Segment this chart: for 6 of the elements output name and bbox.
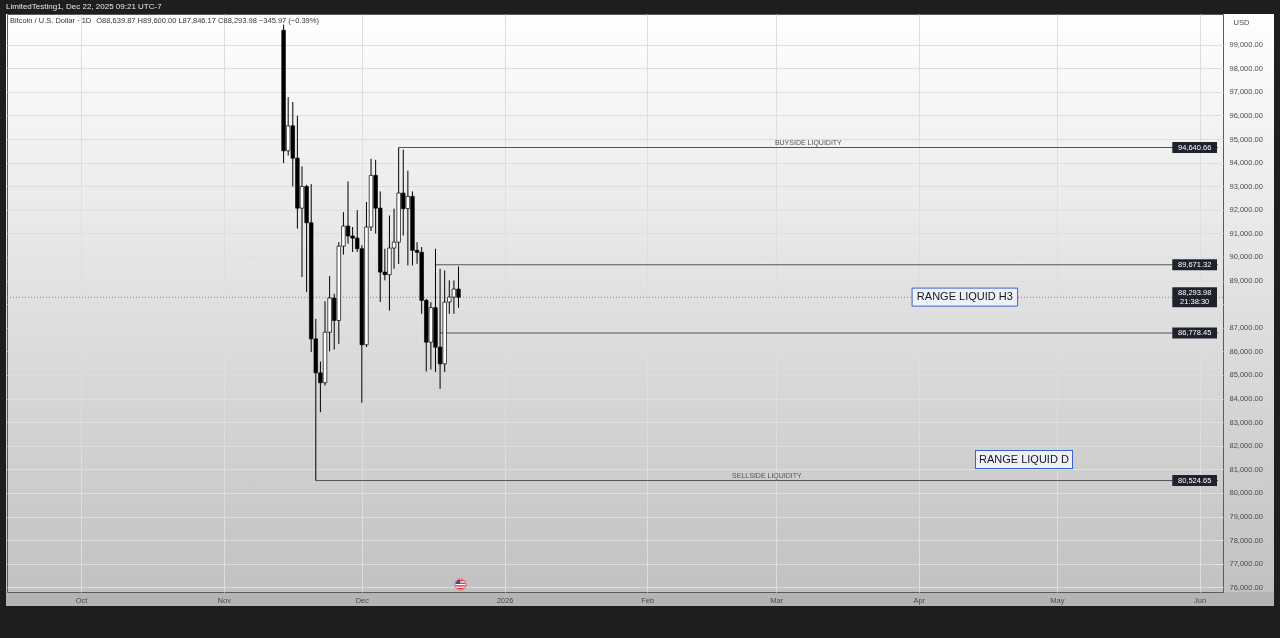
annotation: RANGE LIQUID H3: [916, 290, 1013, 303]
candlestick: [345, 181, 351, 245]
text: LimitedTesting1, Dec 22, 2025 09:21 UTC-7: [6, 2, 162, 11]
annotation: RANGE LIQUID D: [979, 453, 1069, 466]
candlestick: [437, 268, 443, 390]
candlestick: [451, 279, 457, 315]
